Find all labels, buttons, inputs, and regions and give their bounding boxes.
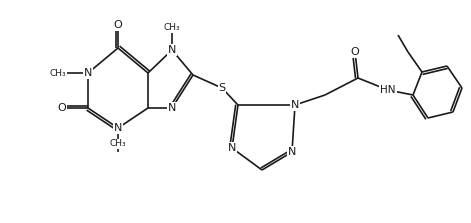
Text: N: N [228, 143, 236, 153]
Text: N: N [168, 103, 176, 113]
Text: CH₃: CH₃ [49, 68, 66, 78]
Text: O: O [350, 47, 359, 57]
Text: S: S [219, 83, 226, 93]
Text: O: O [57, 103, 66, 113]
Text: N: N [84, 68, 92, 78]
Text: CH₃: CH₃ [110, 140, 126, 149]
Text: HN: HN [380, 85, 396, 95]
Text: N: N [291, 100, 299, 110]
Text: N: N [168, 45, 176, 55]
Text: N: N [288, 147, 296, 157]
Text: N: N [114, 123, 122, 133]
Text: CH₃: CH₃ [164, 23, 180, 33]
Text: O: O [114, 20, 122, 30]
